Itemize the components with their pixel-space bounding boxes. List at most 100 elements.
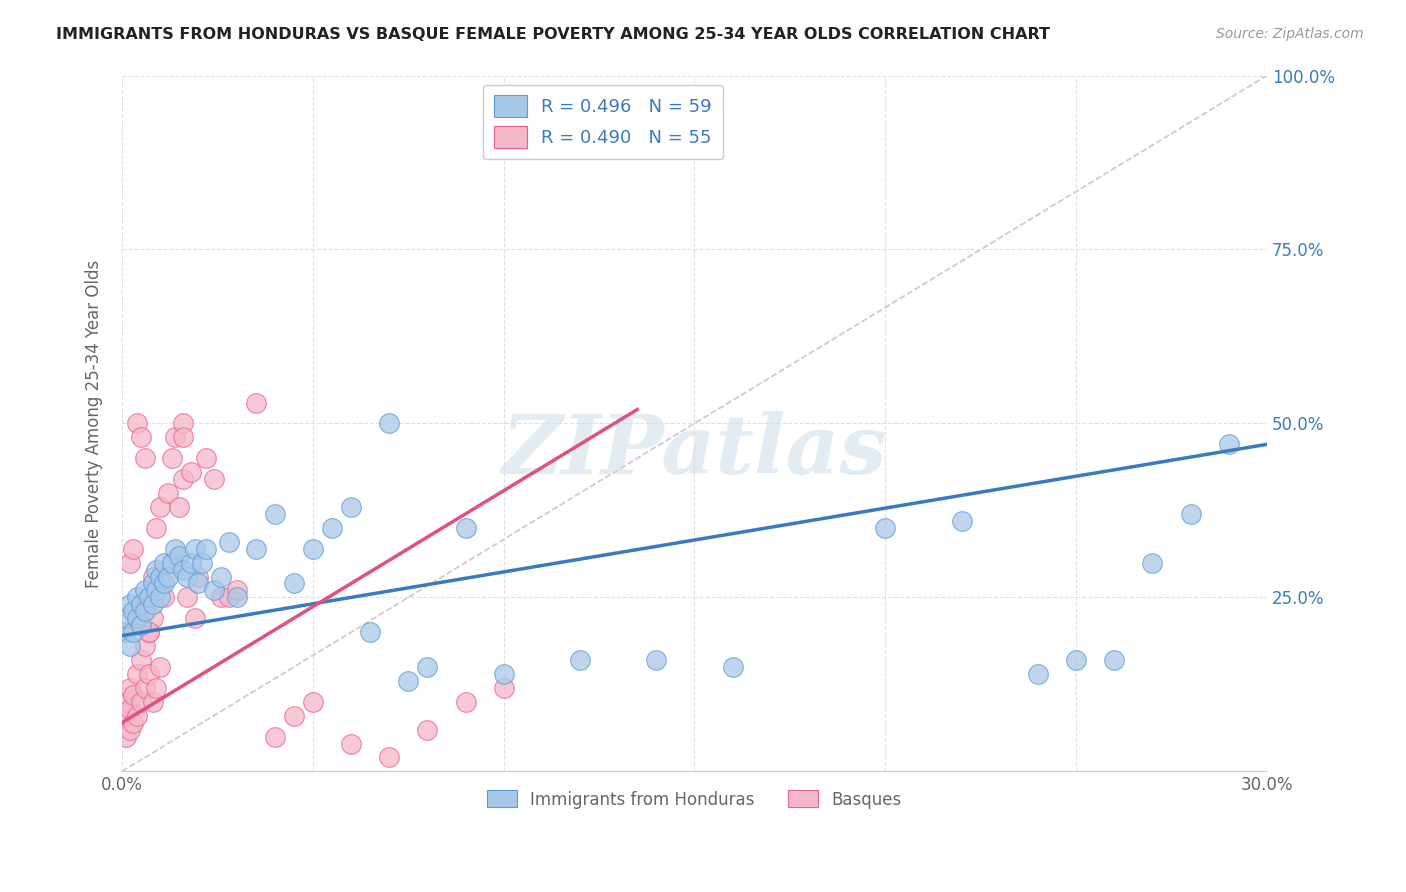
Point xyxy=(149,569,172,583)
Point xyxy=(340,500,363,514)
Point xyxy=(122,604,145,618)
Point xyxy=(122,625,145,640)
Point xyxy=(454,521,477,535)
Point xyxy=(153,556,176,570)
Point xyxy=(149,591,172,605)
Point xyxy=(183,611,205,625)
Point xyxy=(127,667,149,681)
Point xyxy=(359,625,381,640)
Point xyxy=(187,576,209,591)
Point xyxy=(127,611,149,625)
Point xyxy=(122,715,145,730)
Point xyxy=(153,576,176,591)
Point xyxy=(169,500,191,514)
Point xyxy=(218,534,240,549)
Point xyxy=(118,639,141,653)
Point xyxy=(115,708,138,723)
Point xyxy=(129,695,152,709)
Point xyxy=(122,688,145,702)
Point xyxy=(416,723,439,737)
Point xyxy=(160,451,183,466)
Point xyxy=(160,556,183,570)
Point xyxy=(127,591,149,605)
Point xyxy=(245,395,267,409)
Point xyxy=(187,569,209,583)
Point xyxy=(145,681,167,695)
Point xyxy=(165,541,187,556)
Point xyxy=(263,507,285,521)
Point xyxy=(492,681,515,695)
Point xyxy=(721,660,744,674)
Point xyxy=(142,598,165,612)
Point xyxy=(321,521,343,535)
Point xyxy=(129,430,152,444)
Point xyxy=(129,653,152,667)
Point xyxy=(176,591,198,605)
Point xyxy=(209,591,232,605)
Point xyxy=(115,625,138,640)
Point xyxy=(283,576,305,591)
Point xyxy=(127,708,149,723)
Point xyxy=(156,486,179,500)
Point xyxy=(138,625,160,640)
Point xyxy=(191,556,214,570)
Point xyxy=(569,653,592,667)
Point xyxy=(134,681,156,695)
Y-axis label: Female Poverty Among 25-34 Year Olds: Female Poverty Among 25-34 Year Olds xyxy=(86,260,103,588)
Point xyxy=(302,695,325,709)
Point xyxy=(115,695,138,709)
Point xyxy=(396,673,419,688)
Text: Source: ZipAtlas.com: Source: ZipAtlas.com xyxy=(1216,27,1364,41)
Point xyxy=(263,730,285,744)
Point xyxy=(1218,437,1240,451)
Point xyxy=(950,514,973,528)
Point xyxy=(245,541,267,556)
Point xyxy=(183,541,205,556)
Point xyxy=(378,417,401,431)
Point xyxy=(1102,653,1125,667)
Point xyxy=(180,556,202,570)
Point xyxy=(156,569,179,583)
Point xyxy=(1026,667,1049,681)
Point xyxy=(122,541,145,556)
Point xyxy=(416,660,439,674)
Point xyxy=(172,430,194,444)
Point xyxy=(202,583,225,598)
Legend: Immigrants from Honduras, Basques: Immigrants from Honduras, Basques xyxy=(481,784,908,815)
Point xyxy=(209,569,232,583)
Point xyxy=(118,556,141,570)
Point xyxy=(142,576,165,591)
Text: ZIPatlas: ZIPatlas xyxy=(502,411,887,491)
Point xyxy=(118,723,141,737)
Text: IMMIGRANTS FROM HONDURAS VS BASQUE FEMALE POVERTY AMONG 25-34 YEAR OLDS CORRELAT: IMMIGRANTS FROM HONDURAS VS BASQUE FEMAL… xyxy=(56,27,1050,42)
Point xyxy=(454,695,477,709)
Point xyxy=(1064,653,1087,667)
Point xyxy=(172,417,194,431)
Point xyxy=(195,451,218,466)
Point xyxy=(142,695,165,709)
Point xyxy=(169,549,191,563)
Point xyxy=(176,569,198,583)
Point xyxy=(129,618,152,632)
Point xyxy=(118,702,141,716)
Point xyxy=(115,730,138,744)
Point xyxy=(378,750,401,764)
Point xyxy=(142,569,165,583)
Point xyxy=(149,660,172,674)
Point xyxy=(149,500,172,514)
Point xyxy=(118,681,141,695)
Point xyxy=(129,598,152,612)
Point xyxy=(340,737,363,751)
Point xyxy=(118,598,141,612)
Point xyxy=(134,583,156,598)
Point xyxy=(165,430,187,444)
Point xyxy=(645,653,668,667)
Point xyxy=(218,591,240,605)
Point xyxy=(145,563,167,577)
Point xyxy=(225,583,247,598)
Point xyxy=(492,667,515,681)
Point xyxy=(195,541,218,556)
Point xyxy=(225,591,247,605)
Point xyxy=(172,472,194,486)
Point xyxy=(138,591,160,605)
